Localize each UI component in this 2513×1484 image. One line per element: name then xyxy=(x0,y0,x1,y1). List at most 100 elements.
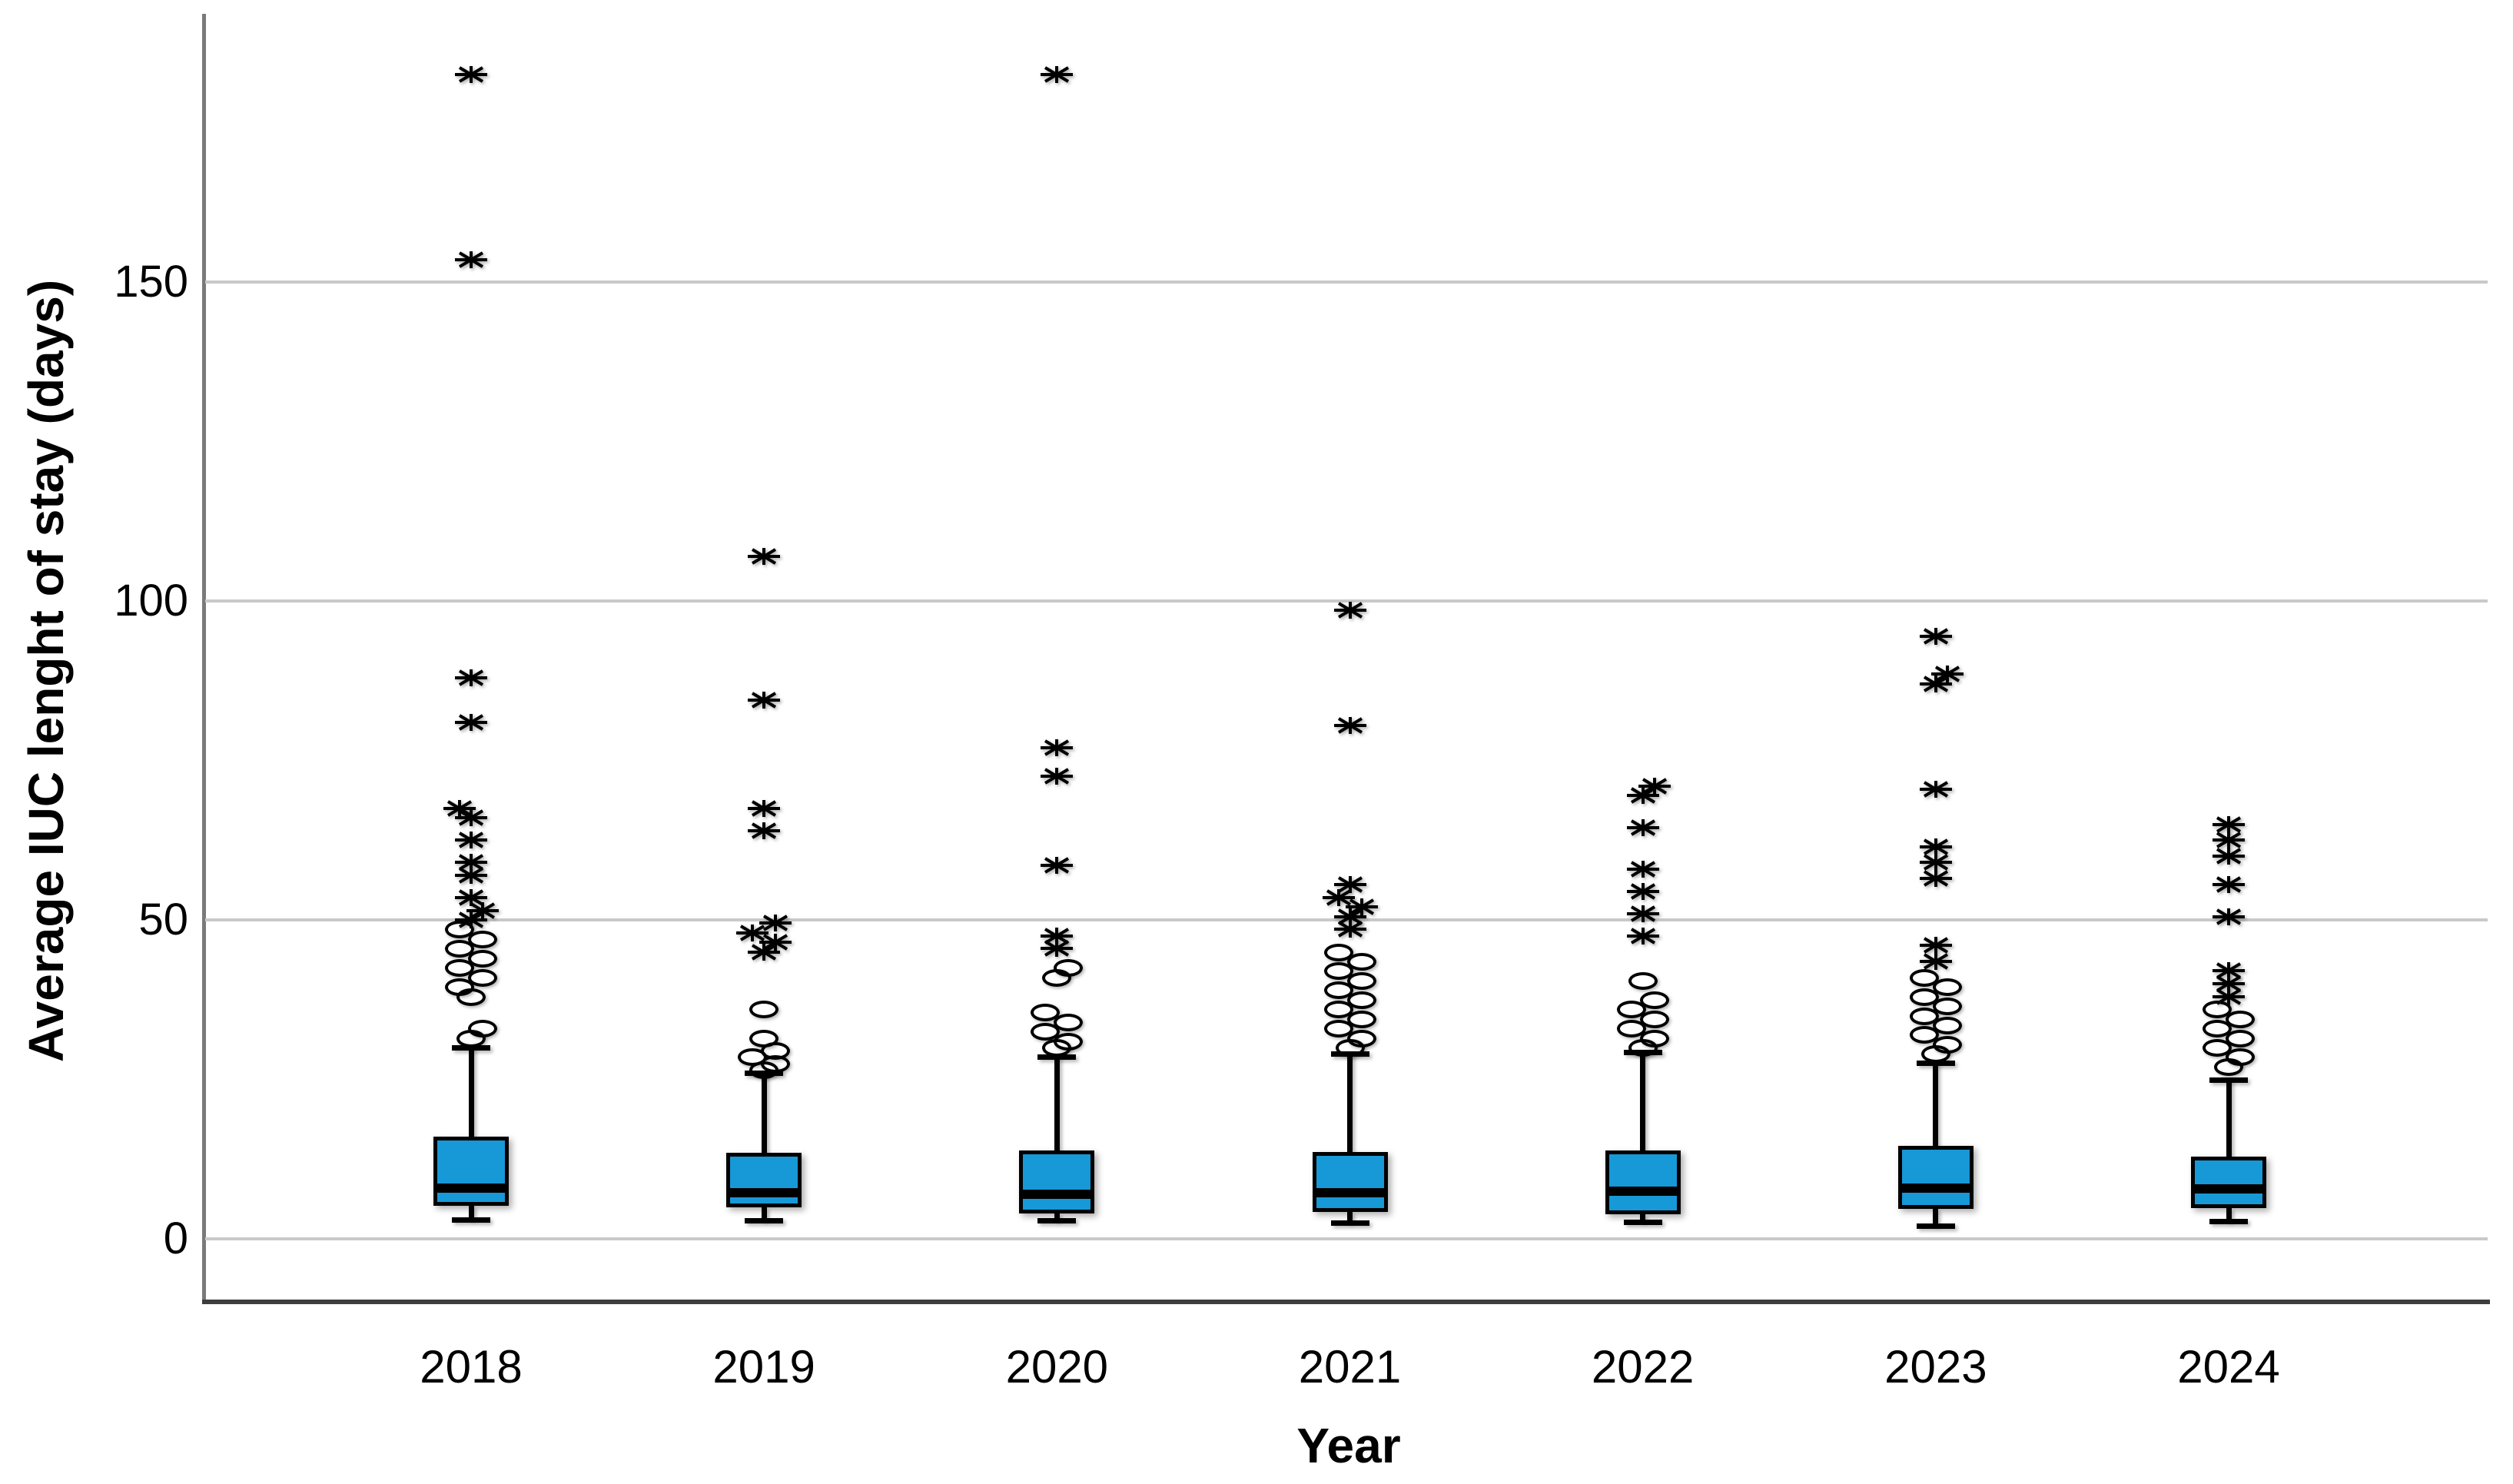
extreme-star-icon xyxy=(748,691,781,709)
whisker-stem-lower xyxy=(468,1205,474,1220)
outlier-circle xyxy=(445,940,474,958)
extreme-star-icon xyxy=(1638,777,1671,795)
outlier-circle xyxy=(1346,1029,1376,1047)
extreme-star-icon xyxy=(455,251,487,268)
whisker-stem-upper xyxy=(1054,1057,1060,1150)
outlier-circle xyxy=(1616,1020,1646,1038)
x-tick-label-2018: 2018 xyxy=(420,1341,523,1393)
outlier-circle xyxy=(468,1020,497,1038)
extreme-star-icon xyxy=(1626,905,1659,922)
extreme-star-icon xyxy=(2213,876,2246,894)
extreme-star-icon xyxy=(1919,952,1952,970)
outlier-circle xyxy=(1932,998,1962,1016)
extreme-star-icon xyxy=(455,888,487,906)
extreme-star-icon xyxy=(455,669,487,686)
median-line xyxy=(2195,1184,2263,1194)
outlier-circle xyxy=(1054,1013,1084,1031)
outlier-circle xyxy=(749,1029,779,1047)
x-tick-label-2022: 2022 xyxy=(1591,1341,1695,1393)
whisker-cap-lower xyxy=(2209,1218,2249,1224)
extreme-star-icon xyxy=(2213,988,2246,1005)
x-tick-label-2019: 2019 xyxy=(712,1341,815,1393)
extreme-star-icon xyxy=(1919,780,1952,798)
y-gridline-100 xyxy=(205,599,2488,603)
median-line xyxy=(730,1188,798,1198)
box-iqr xyxy=(1312,1152,1388,1213)
extreme-star-icon xyxy=(455,832,487,849)
extreme-star-icon xyxy=(748,547,781,565)
whisker-cap-upper xyxy=(1916,1060,1955,1066)
y-tick-label-150: 150 xyxy=(114,257,188,307)
outlier-circle xyxy=(1031,1004,1061,1022)
outlier-circle xyxy=(2226,1010,2256,1028)
extreme-star-icon xyxy=(1626,787,1659,805)
whisker-cap-lower xyxy=(1037,1217,1077,1223)
x-axis-title: Year xyxy=(1296,1418,1401,1473)
extreme-star-icon xyxy=(748,822,781,839)
extreme-star-icon xyxy=(2213,848,2246,865)
extreme-star-icon xyxy=(466,901,499,919)
extreme-star-icon xyxy=(455,866,487,884)
extreme-star-icon xyxy=(443,799,476,817)
outlier-circle xyxy=(1628,971,1658,990)
extreme-star-icon xyxy=(1333,602,1366,619)
whisker-stem-upper xyxy=(2226,1080,2232,1157)
y-tick-label-100: 100 xyxy=(114,576,188,626)
extreme-star-icon xyxy=(1333,716,1366,734)
extreme-star-icon xyxy=(1041,739,1074,756)
outlier-circle xyxy=(1616,1001,1646,1019)
extreme-star-icon xyxy=(1041,927,1074,945)
x-axis-frame-line xyxy=(202,1300,2490,1304)
outlier-circle xyxy=(1639,1010,1669,1028)
extreme-star-icon xyxy=(1333,908,1366,925)
outlier-circle xyxy=(749,1001,779,1019)
outlier-circle xyxy=(1639,991,1669,1009)
extreme-star-icon xyxy=(2213,815,2246,833)
x-tick-label-2020: 2020 xyxy=(1005,1341,1109,1393)
outlier-circle xyxy=(468,930,497,948)
outlier-circle xyxy=(1346,991,1376,1009)
outlier-circle xyxy=(1346,1010,1376,1028)
extreme-star-icon xyxy=(1919,627,1952,645)
extreme-star-icon xyxy=(1041,768,1074,785)
outlier-circle xyxy=(1323,943,1353,961)
extreme-star-icon xyxy=(1322,888,1355,906)
outlier-circle xyxy=(1932,978,1962,997)
outlier-circle xyxy=(1323,962,1353,981)
whisker-stem-upper xyxy=(1933,1062,1939,1146)
outlier-circle xyxy=(1323,981,1353,1000)
box-iqr xyxy=(433,1137,509,1206)
y-axis-title: Average IUC lenght of stay (days) xyxy=(18,279,74,1063)
extreme-star-icon xyxy=(1345,898,1378,916)
x-tick-label-2023: 2023 xyxy=(1884,1341,1987,1393)
extreme-star-icon xyxy=(1626,927,1659,945)
box-iqr xyxy=(1605,1150,1681,1214)
y-gridline-0 xyxy=(205,1237,2488,1240)
extreme-star-icon xyxy=(1333,876,1366,894)
outlier-circle xyxy=(2203,1039,2232,1057)
extreme-star-icon xyxy=(455,713,487,731)
median-line xyxy=(1608,1186,1677,1196)
outlier-circle xyxy=(1932,1035,1962,1054)
y-axis-line xyxy=(202,14,206,1303)
extreme-star-icon xyxy=(1919,937,1952,954)
outlier-circle xyxy=(1909,1007,1939,1025)
whisker-stem-lower xyxy=(2226,1208,2232,1221)
whisker-stem-upper xyxy=(468,1047,474,1137)
whisker-stem-upper xyxy=(761,1073,767,1153)
outlier-circle xyxy=(445,921,474,939)
extreme-star-icon xyxy=(2213,908,2246,925)
median-line xyxy=(1023,1189,1091,1199)
whisker-cap-upper xyxy=(1037,1054,1077,1061)
extreme-star-icon xyxy=(1041,857,1074,875)
whisker-cap-lower xyxy=(1623,1220,1662,1226)
box-iqr xyxy=(1019,1150,1095,1213)
extreme-star-icon xyxy=(1041,66,1074,84)
extreme-star-icon xyxy=(1626,882,1659,900)
extreme-star-icon xyxy=(1626,860,1659,878)
outlier-circle xyxy=(1909,1026,1939,1044)
y-gridline-150 xyxy=(205,281,2488,284)
y-tick-label-0: 0 xyxy=(163,1213,188,1263)
outlier-circle xyxy=(445,978,474,997)
